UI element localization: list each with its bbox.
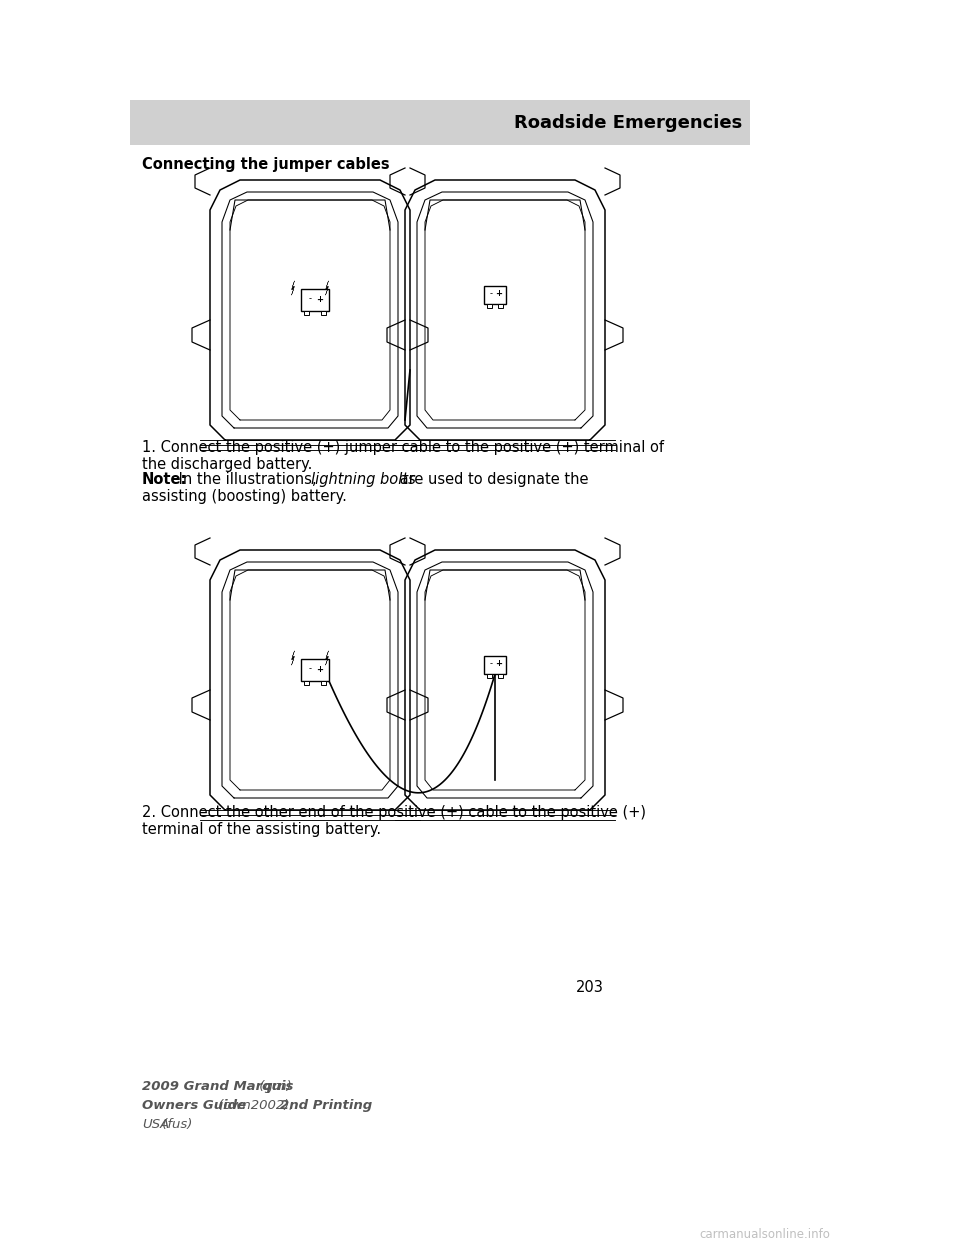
Bar [130,101,750,145]
Text: 203: 203 [576,980,604,995]
Text: +: + [317,294,324,303]
Polygon shape [325,281,328,296]
Text: -: - [490,289,492,298]
Text: Connecting the jumper cables: Connecting the jumper cables [142,156,390,171]
Bar [484,656,506,674]
Text: 2. Connect the other end of the positive (+) cable to the positive (+): 2. Connect the other end of the positive… [142,805,646,820]
Text: Roadside Emergencies: Roadside Emergencies [514,113,742,132]
Text: lightning bolts: lightning bolts [311,472,416,487]
Text: 2009 Grand Marquis: 2009 Grand Marquis [142,1081,294,1093]
Text: -: - [490,660,492,668]
Text: carmanualsonline.info: carmanualsonline.info [699,1228,830,1241]
Text: (fus): (fus) [158,1118,193,1131]
Text: (own2002),: (own2002), [214,1099,298,1112]
Text: 1. Connect the positive (+) jumper cable to the positive (+) terminal of: 1. Connect the positive (+) jumper cable… [142,440,664,455]
Bar [484,286,506,304]
Text: -: - [308,294,311,303]
Text: +: + [495,660,502,668]
Text: are used to designate the: are used to designate the [396,472,588,487]
Polygon shape [292,651,295,666]
Text: terminal of the assisting battery.: terminal of the assisting battery. [142,822,381,837]
Text: USA: USA [142,1118,169,1131]
Bar [301,289,329,310]
Bar [498,304,503,308]
Bar [487,304,492,308]
Text: assisting (boosting) battery.: assisting (boosting) battery. [142,489,347,504]
Text: 2nd Printing: 2nd Printing [280,1099,372,1112]
Polygon shape [292,281,295,296]
Text: Owners Guide: Owners Guide [142,1099,246,1112]
Text: (grn): (grn) [255,1081,292,1093]
Bar [487,674,492,678]
Text: +: + [495,289,502,298]
Bar [498,674,503,678]
Bar [304,681,309,686]
Text: In the illustrations,: In the illustrations, [175,472,322,487]
Bar [321,310,326,315]
Bar [304,310,309,315]
Text: the discharged battery.: the discharged battery. [142,457,312,472]
Bar [321,681,326,686]
Text: -: - [308,664,311,673]
Text: Note:: Note: [142,472,187,487]
Polygon shape [325,651,328,666]
Text: +: + [317,664,324,673]
Bar [301,660,329,681]
